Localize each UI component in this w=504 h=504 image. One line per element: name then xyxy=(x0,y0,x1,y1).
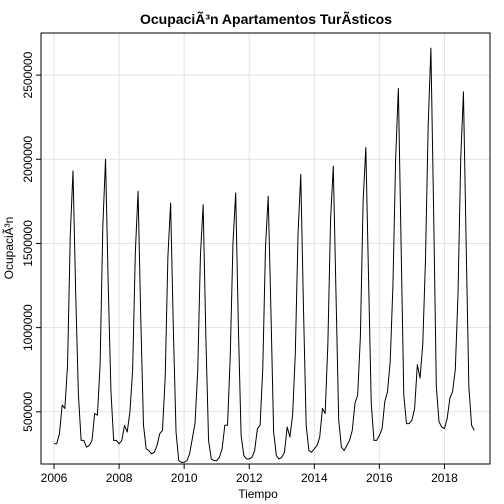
y-axis-label: OcupaciÃ³n xyxy=(2,217,16,280)
x-axis-label: Tiempo xyxy=(238,487,278,501)
y-tick-label: 2500000 xyxy=(21,51,35,98)
y-tick-label: 1000000 xyxy=(21,304,35,351)
x-tick-label: 2010 xyxy=(171,471,198,485)
x-tick-label: 2006 xyxy=(41,471,68,485)
x-tick-label: 2012 xyxy=(236,471,263,485)
x-tick-label: 2008 xyxy=(106,471,133,485)
y-axis: 500000 1000000 1500000 2000000 2500000 xyxy=(21,51,41,432)
grid xyxy=(41,33,490,464)
x-axis: 2006 2008 2010 2012 2014 2016 2018 xyxy=(41,464,458,485)
chart-title: OcupaciÃ³n Apartamentos TurÃ­sticos xyxy=(140,10,392,27)
y-tick-label: 2000000 xyxy=(21,136,35,183)
x-tick-label: 2018 xyxy=(431,471,458,485)
plot-frame xyxy=(40,32,491,465)
x-tick-label: 2016 xyxy=(366,471,393,485)
x-tick-label: 2014 xyxy=(301,471,328,485)
y-tick-label: 1500000 xyxy=(21,220,35,267)
y-tick-label: 500000 xyxy=(21,391,35,431)
series-line xyxy=(54,47,475,463)
